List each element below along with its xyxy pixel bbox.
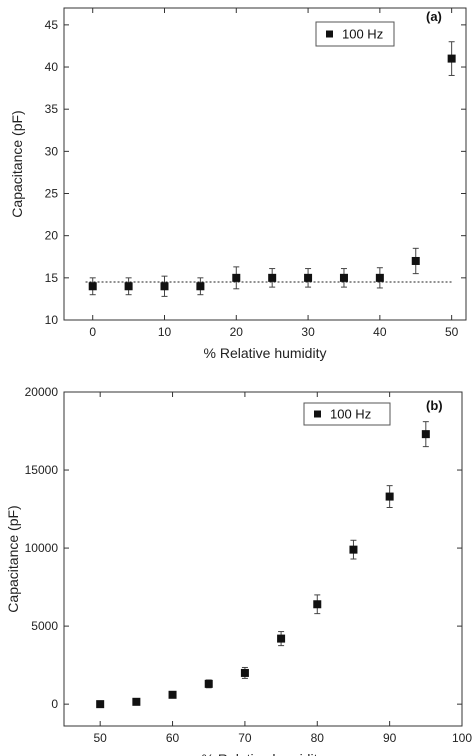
data-point — [124, 282, 133, 291]
y-tick-label: 25 — [45, 187, 59, 201]
legend-marker — [326, 30, 333, 38]
panel-label: (a) — [426, 9, 442, 24]
y-tick-label: 10 — [45, 313, 59, 327]
data-point — [313, 600, 322, 609]
data-point — [268, 273, 277, 282]
y-tick-label: 5000 — [31, 619, 58, 633]
y-axis-title: Capacitance (pF) — [5, 505, 21, 612]
data-point — [240, 668, 249, 677]
x-tick-label: 80 — [311, 731, 325, 745]
data-point — [132, 697, 141, 706]
data-point — [96, 700, 105, 709]
data-point — [447, 54, 456, 63]
data-point — [196, 282, 205, 291]
x-axis-title: % Relative humidity — [204, 345, 327, 361]
x-tick-label: 50 — [94, 731, 108, 745]
x-tick-label: 20 — [230, 325, 244, 339]
panel-label: (b) — [426, 398, 443, 413]
x-tick-label: 90 — [383, 731, 397, 745]
data-point — [277, 634, 286, 643]
x-tick-label: 40 — [373, 325, 387, 339]
x-tick-label: 50 — [445, 325, 459, 339]
y-tick-label: 30 — [45, 144, 59, 158]
legend-box — [315, 21, 395, 47]
x-axis-title: % Relative humidity — [202, 751, 325, 756]
legend-box — [303, 402, 391, 426]
y-tick-label: 45 — [45, 18, 59, 32]
y-tick-label: 20000 — [25, 385, 59, 399]
x-tick-label: 30 — [301, 325, 315, 339]
legend-label: 100 Hz — [342, 27, 383, 42]
x-tick-label: 70 — [238, 731, 252, 745]
data-point — [160, 282, 169, 291]
y-tick-label: 40 — [45, 60, 59, 74]
data-point — [339, 273, 348, 282]
data-point — [232, 273, 241, 282]
y-tick-label: 20 — [45, 229, 59, 243]
chart-panel-1: 0 10 20 30 40 50 10 15 20 25 30 35 40 45 % Relative hu… — [9, 7, 467, 361]
y-tick-label: 0 — [51, 697, 58, 711]
data-point — [375, 273, 384, 282]
data-point — [385, 492, 394, 501]
legend-marker — [314, 410, 321, 418]
y-axis-title: Capacitance (pF) — [9, 110, 25, 217]
data-point — [349, 545, 358, 554]
legend-label: 100 Hz — [330, 407, 371, 422]
x-tick-label: 10 — [158, 325, 172, 339]
data-point — [168, 690, 177, 699]
data-point — [88, 282, 97, 291]
data-point — [411, 256, 420, 265]
x-tick-label: 60 — [166, 731, 180, 745]
chart-panel-2: 50 60 70 80 90 100 0 5000 10000 15000 20000 % Relat… — [5, 385, 472, 756]
y-tick-label: 10000 — [25, 541, 59, 555]
y-tick-label: 15 — [45, 271, 59, 285]
data-point — [204, 679, 213, 688]
x-tick-label: 0 — [89, 325, 96, 339]
y-tick-label: 15000 — [25, 463, 59, 477]
plot-frame — [63, 391, 463, 727]
data-point — [304, 273, 313, 282]
y-tick-label: 35 — [45, 102, 59, 116]
x-tick-label: 100 — [452, 731, 472, 745]
data-point — [421, 430, 430, 439]
plot-frame — [63, 7, 467, 321]
